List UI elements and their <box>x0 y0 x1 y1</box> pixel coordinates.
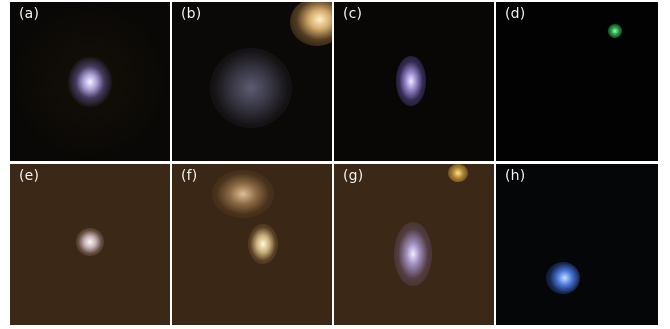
panel-label: (b) <box>181 6 202 22</box>
panel-label: (g) <box>343 168 364 184</box>
panel-g: (g) <box>334 164 494 325</box>
panel-label: (a) <box>19 6 40 22</box>
image-grid: (a) (b) (c) (d) (e) (f) (g) (h) <box>10 2 658 325</box>
source-elongated-violet-white <box>396 56 426 106</box>
panel-b: (b) <box>172 2 332 161</box>
panel-label: (f) <box>181 168 198 184</box>
panel-label: (e) <box>19 168 40 184</box>
source-diffuse-gray-blue <box>210 48 292 128</box>
source-compact-white <box>76 228 104 256</box>
source-diffuse-orange <box>212 170 274 218</box>
panel-a: (a) <box>10 2 170 161</box>
panel-label: (d) <box>505 6 526 22</box>
panel-h: (h) <box>496 164 658 325</box>
source-compact-white-yellow <box>248 224 278 264</box>
source-yellow-white-neighbor <box>290 2 332 46</box>
panel-f: (f) <box>172 164 332 325</box>
source-faint-green-dot <box>608 24 622 38</box>
source-elongated-violet-white <box>394 222 432 286</box>
panel-label: (c) <box>343 6 363 22</box>
panel-c: (c) <box>334 2 494 161</box>
panel-label: (h) <box>505 168 526 184</box>
source-compact-blue <box>546 262 580 294</box>
panel-e: (e) <box>10 164 170 325</box>
source-compact-bluish-white <box>68 57 112 107</box>
panel-d: (d) <box>496 2 658 161</box>
source-yellow-dot <box>448 164 468 182</box>
